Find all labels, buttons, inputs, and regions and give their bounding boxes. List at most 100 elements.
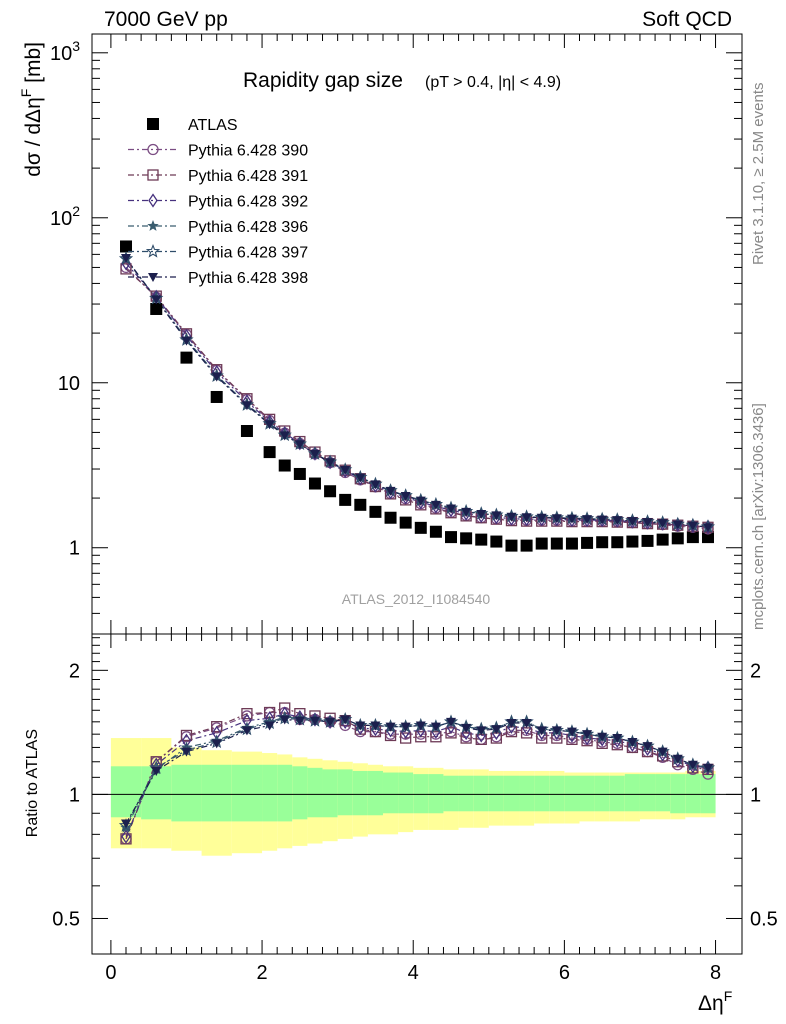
legend-label-pythia-6-428-398: Pythia 6.428 398 — [188, 270, 308, 287]
ratio-point-pythia-6-428-398 — [521, 719, 532, 729]
point-pythia-6-428-398 — [446, 504, 457, 514]
stat-uncertainty-band — [473, 775, 489, 812]
chart-title: Rapidity gap size — [243, 69, 403, 92]
point-pythia-6-428-398 — [582, 515, 593, 525]
point-pythia-6-428-398 — [491, 511, 502, 521]
point-atlas — [656, 533, 669, 546]
stat-uncertainty-band — [201, 764, 232, 822]
point-atlas — [445, 531, 458, 544]
ratio-point-pythia-6-428-398 — [657, 747, 668, 757]
x-tick-label: 8 — [710, 962, 721, 984]
stat-uncertainty-band — [413, 774, 429, 814]
legend-marker-pythia-6-428-396 — [147, 220, 159, 231]
stat-uncertainty-band — [382, 772, 399, 814]
ratio-point-pythia-6-428-398 — [642, 742, 653, 752]
point-atlas — [686, 531, 699, 544]
point-pythia-6-428-398 — [241, 401, 252, 411]
ratio-point-pythia-6-428-398 — [446, 717, 457, 727]
legend-marker-pythia-6-428-392 — [148, 193, 158, 208]
ratio-point-pythia-6-428-398 — [415, 721, 426, 731]
point-pythia-6-428-398 — [279, 431, 290, 441]
point-atlas — [150, 302, 163, 315]
ratio-point-pythia-6-428-391 — [180, 729, 193, 742]
stat-uncertainty-band — [594, 775, 610, 812]
ratio-tick-label-right: 2 — [750, 660, 761, 682]
ratio-point-pythia-6-428-391 — [120, 833, 132, 845]
stat-uncertainty-band — [700, 774, 716, 814]
ratio-point-pythia-6-428-398 — [597, 732, 608, 742]
stat-uncertainty-band — [262, 764, 278, 822]
ratio-point-pythia-6-428-398 — [566, 727, 577, 737]
x-tick-label: 4 — [408, 962, 419, 984]
point-pythia-6-428-398 — [566, 514, 577, 524]
stat-uncertainty-band — [579, 775, 595, 812]
point-atlas — [414, 521, 427, 534]
ratio-point-pythia-6-428-398 — [211, 739, 222, 749]
point-atlas — [701, 531, 714, 544]
ratio-point-pythia-6-428-398 — [294, 716, 305, 726]
point-atlas — [293, 467, 306, 480]
legend-label-atlas: ATLAS — [188, 117, 238, 134]
ratio-point-pythia-6-428-398 — [355, 721, 366, 731]
point-atlas — [399, 516, 412, 529]
ratio-point-pythia-6-428-398 — [121, 819, 132, 829]
ratio-point-pythia-6-428-398 — [627, 738, 638, 748]
legend-label-pythia-6-428-392: Pythia 6.428 392 — [188, 194, 308, 211]
stat-uncertainty-band — [337, 769, 353, 816]
point-atlas — [240, 425, 253, 438]
point-atlas — [120, 240, 133, 253]
point-pythia-6-428-398 — [385, 486, 396, 496]
ratio-point-pythia-6-428-398 — [582, 730, 593, 740]
point-atlas — [596, 536, 609, 549]
ratio-point-pythia-6-428-391 — [400, 732, 412, 744]
stat-uncertainty-band — [624, 774, 640, 812]
point-pythia-6-428-398 — [657, 519, 668, 529]
point-pythia-6-428-398 — [430, 500, 441, 510]
point-atlas — [520, 539, 533, 552]
y-tick-label: 1 — [69, 538, 80, 560]
ratio-point-pythia-6-428-398 — [279, 715, 290, 725]
stat-uncertainty-band — [231, 764, 263, 822]
header-right-category: Soft QCD — [642, 8, 732, 31]
main-y-axis-label: dσ / dΔηF [mb] — [18, 42, 45, 177]
point-pythia-6-428-398 — [702, 523, 713, 533]
ratio-point-pythia-6-428-391 — [211, 721, 223, 733]
stat-uncertainty-band — [352, 770, 368, 816]
point-pythia-6-428-398 — [211, 372, 222, 382]
ratio-point-pythia-6-428-391 — [415, 731, 427, 743]
ratio-point-pythia-6-428-398 — [309, 716, 320, 726]
point-pythia-6-428-391 — [120, 263, 132, 275]
y-tick-label: 10 — [58, 373, 80, 395]
chart-subtitle: (pT > 0.4, |η| < 4.9) — [425, 74, 561, 91]
ratio-point-pythia-6-428-391 — [241, 708, 253, 720]
stat-uncertainty-band — [277, 764, 293, 822]
stat-uncertainty-band — [322, 769, 338, 818]
point-atlas — [565, 537, 578, 550]
ratio-point-pythia-6-428-398 — [476, 726, 487, 736]
point-atlas — [611, 536, 624, 549]
stat-uncertainty-band — [458, 775, 474, 812]
ratio-point-pythia-6-428-398 — [400, 722, 411, 732]
point-atlas — [324, 485, 337, 498]
point-atlas — [429, 525, 442, 538]
ratio-tick-label-right: 0.5 — [750, 908, 778, 930]
point-atlas — [384, 511, 397, 524]
legend-label-pythia-6-428-390: Pythia 6.428 390 — [188, 143, 308, 160]
point-atlas — [671, 532, 684, 545]
ratio-tick-label-left: 1 — [69, 784, 80, 806]
point-pythia-6-428-398 — [687, 521, 698, 531]
chart-text: 0 2 4 6 8 1 10 102 103 0.5 0.5 1 1 2 2 Rapidity gap siz… — [18, 38, 778, 1015]
point-atlas — [626, 535, 639, 548]
ratio-point-pythia-6-428-398 — [241, 726, 252, 736]
stat-uncertainty-band — [534, 775, 550, 812]
ratio-point-pythia-6-428-398 — [702, 763, 713, 773]
point-atlas — [369, 505, 382, 518]
point-pythia-6-428-398 — [551, 514, 562, 524]
ratio-point-pythia-6-428-398 — [385, 722, 396, 732]
ratio-point-pythia-6-428-398 — [506, 719, 517, 729]
series-markers — [118, 240, 716, 845]
ratio-point-pythia-6-428-391 — [460, 732, 472, 744]
ratio-point-pythia-6-428-398 — [151, 766, 162, 776]
ratio-point-pythia-6-428-391 — [445, 727, 457, 739]
point-pythia-6-428-398 — [121, 254, 132, 264]
